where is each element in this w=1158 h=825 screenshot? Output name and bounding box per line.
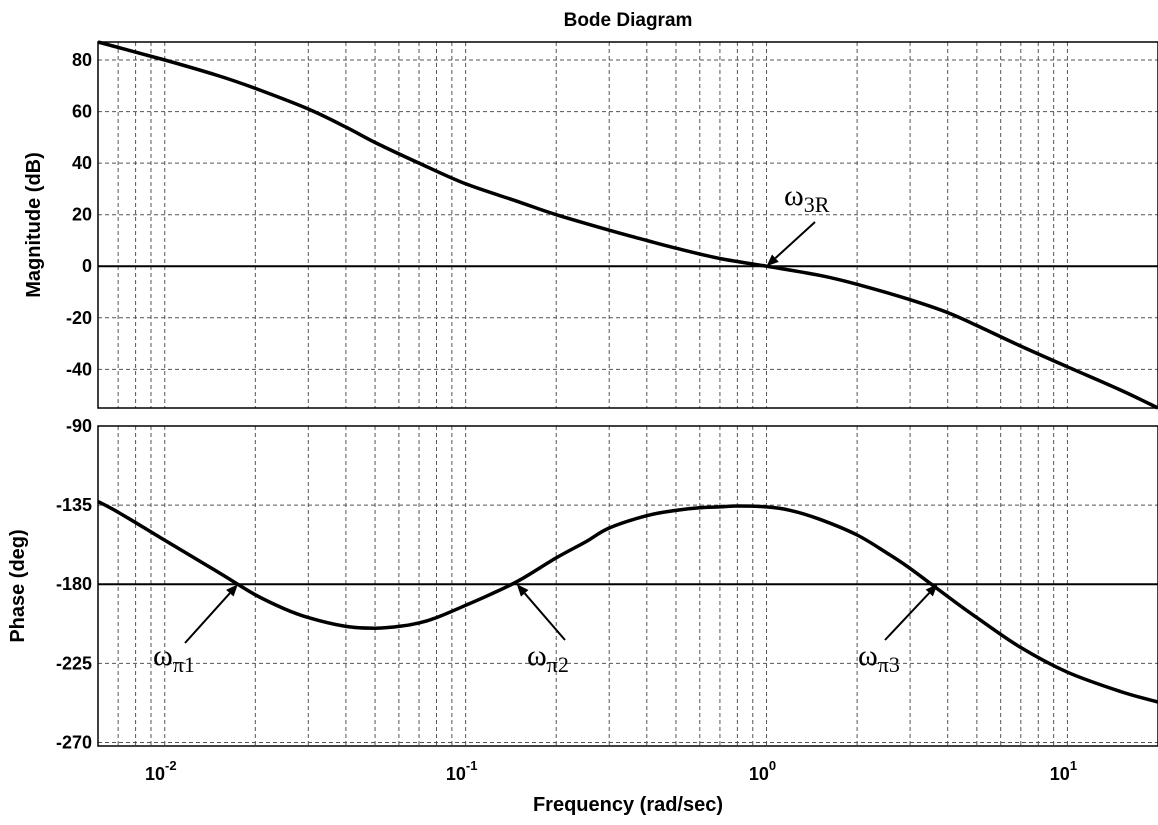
- annotation-label: ωπ2: [527, 639, 569, 677]
- phase-grid: [98, 426, 1158, 746]
- annotation-omega-π2: ωπ2: [516, 584, 569, 677]
- magnitude-curve: [97, 40, 1158, 410]
- phase-curve: [97, 500, 1158, 704]
- y-tick-label: -180: [56, 574, 92, 594]
- annotation-arrow: [184, 592, 231, 644]
- y-tick-label: -20: [66, 308, 92, 328]
- y-tick-label: -135: [56, 495, 92, 515]
- phase-axis-label: Phase (deg): [7, 529, 29, 642]
- chart-title: Bode Diagram: [564, 10, 693, 31]
- magnitude-plot-frame: [97, 41, 1158, 409]
- x-tick-label: 10-1: [446, 758, 478, 784]
- phase-plot-frame: [97, 425, 1158, 747]
- y-tick-label: 80: [72, 50, 92, 70]
- y-tick-label: 0: [82, 256, 92, 276]
- annotation-omega-π1: ωπ1: [153, 584, 238, 677]
- x-tick-label: 100: [749, 758, 776, 784]
- magnitude-axis-label: Magnitude (dB): [23, 152, 45, 298]
- y-tick-label: -90: [66, 416, 92, 436]
- annotation-arrowhead: [766, 254, 779, 267]
- x-tick-label: 10-2: [145, 758, 177, 784]
- annotation-arrow: [884, 592, 931, 641]
- annotation-omega-3R: ω3R: [766, 179, 830, 267]
- annotation-label: ωπ1: [153, 639, 195, 677]
- y-tick-label: 60: [72, 102, 92, 122]
- phase-y-tick-labels: -90 -135 -180 -225 -270: [56, 416, 92, 752]
- annotation-arrowhead: [516, 584, 529, 597]
- annotation-arrowhead: [226, 584, 238, 597]
- y-tick-label: 20: [72, 205, 92, 225]
- x-tick-labels: 10-2 10-1 100 101: [145, 758, 1077, 784]
- annotation-label: ωπ3: [858, 639, 900, 677]
- annotation-label: ω3R: [784, 179, 830, 217]
- annotation-arrow: [774, 221, 816, 259]
- y-tick-label: -40: [66, 359, 92, 379]
- annotation-arrowhead: [925, 584, 938, 597]
- x-axis-label: Frequency (rad/sec): [533, 794, 723, 816]
- y-tick-label: 40: [72, 153, 92, 173]
- y-tick-label: -225: [56, 653, 92, 673]
- crossover-annotations: ω3R ωπ1 ωπ2 ωπ3: [153, 179, 938, 677]
- magnitude-grid: [98, 42, 1158, 408]
- annotation-omega-π3: ωπ3: [858, 584, 938, 677]
- magnitude-y-tick-labels: 80 60 40 20 0 -20 -40: [66, 50, 92, 379]
- annotation-arrow: [523, 592, 566, 641]
- y-tick-label: -270: [56, 732, 92, 752]
- x-tick-label: 101: [1050, 758, 1077, 784]
